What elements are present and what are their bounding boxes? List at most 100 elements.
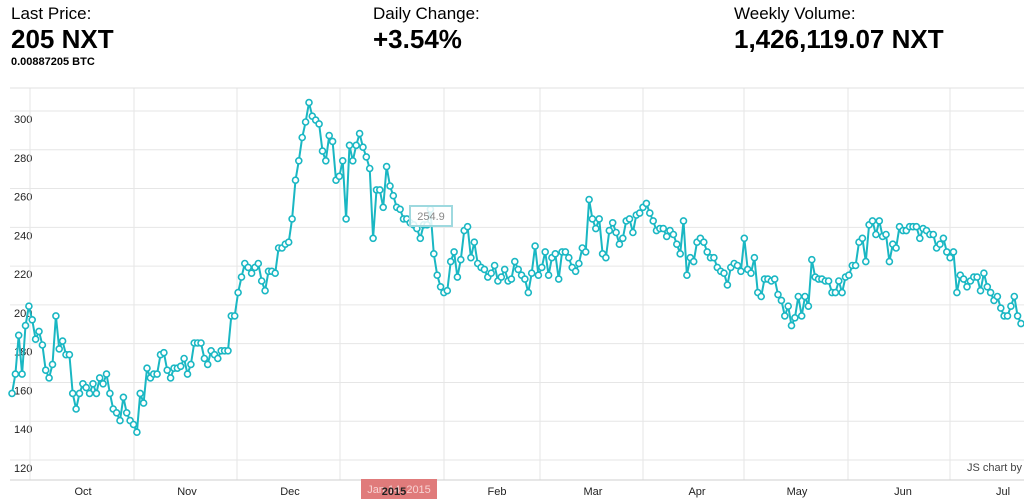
- price-point[interactable]: [615, 240, 624, 248]
- price-point[interactable]: [119, 393, 128, 402]
- price-point[interactable]: [787, 321, 796, 330]
- price-point[interactable]: [429, 250, 438, 258]
- price-point[interactable]: [757, 292, 766, 301]
- price-point[interactable]: [183, 370, 192, 378]
- price-point[interactable]: [58, 337, 67, 345]
- price-point[interactable]: [31, 335, 40, 344]
- price-point[interactable]: [554, 275, 563, 283]
- price-point[interactable]: [777, 296, 786, 305]
- price-point[interactable]: [527, 269, 536, 278]
- price-point[interactable]: [1017, 319, 1024, 328]
- price-point[interactable]: [791, 313, 799, 322]
- price-point[interactable]: [166, 374, 175, 382]
- price-point[interactable]: [369, 234, 377, 243]
- price-point[interactable]: [973, 273, 981, 281]
- price-point[interactable]: [544, 271, 553, 280]
- price-point[interactable]: [507, 275, 516, 283]
- price-point[interactable]: [328, 137, 337, 146]
- price-point[interactable]: [986, 288, 995, 297]
- price-point[interactable]: [936, 240, 944, 248]
- price-point[interactable]: [116, 416, 124, 425]
- price-point[interactable]: [524, 288, 533, 297]
- price-point[interactable]: [436, 282, 445, 291]
- price-point[interactable]: [95, 374, 104, 382]
- price-point[interactable]: [82, 383, 90, 392]
- price-point[interactable]: [797, 312, 806, 320]
- price-point[interactable]: [780, 312, 789, 320]
- price-point[interactable]: [868, 217, 877, 225]
- price-point[interactable]: [737, 267, 745, 276]
- price-point[interactable]: [163, 366, 171, 375]
- price-point[interactable]: [551, 250, 560, 258]
- price-point[interactable]: [382, 162, 391, 171]
- price-point[interactable]: [133, 428, 141, 437]
- price-point[interactable]: [942, 248, 951, 256]
- price-point[interactable]: [774, 290, 782, 299]
- price-point[interactable]: [102, 370, 111, 378]
- price-point[interactable]: [510, 257, 519, 266]
- price-point[interactable]: [335, 172, 344, 181]
- price-point[interactable]: [230, 312, 239, 320]
- price-point[interactable]: [537, 263, 546, 272]
- price-point[interactable]: [703, 248, 712, 256]
- price-point[interactable]: [625, 215, 634, 223]
- price-point[interactable]: [770, 275, 779, 283]
- price-point[interactable]: [689, 257, 698, 266]
- price-point[interactable]: [197, 339, 205, 347]
- price-point[interactable]: [446, 257, 455, 266]
- price-point[interactable]: [122, 408, 131, 417]
- price-point[interactable]: [541, 248, 550, 256]
- price-point[interactable]: [345, 141, 354, 150]
- price-point[interactable]: [588, 215, 597, 223]
- price-point[interactable]: [160, 348, 168, 357]
- price-point[interactable]: [585, 195, 593, 204]
- price-point[interactable]: [929, 230, 938, 239]
- price-point[interactable]: [750, 253, 759, 262]
- price-point[interactable]: [629, 228, 637, 237]
- price-point[interactable]: [740, 234, 749, 243]
- price-point[interactable]: [68, 389, 77, 398]
- price-point[interactable]: [112, 408, 121, 417]
- chart-credit[interactable]: JS chart by: [966, 462, 1022, 474]
- price-point[interactable]: [983, 282, 992, 291]
- price-point[interactable]: [581, 248, 590, 256]
- price-point[interactable]: [912, 222, 921, 231]
- price-point[interactable]: [65, 350, 74, 359]
- price-point[interactable]: [129, 420, 138, 429]
- price-point[interactable]: [976, 286, 985, 295]
- price-point[interactable]: [386, 182, 394, 190]
- price-point[interactable]: [315, 120, 323, 128]
- price-point[interactable]: [362, 153, 371, 161]
- price-point[interactable]: [521, 275, 529, 283]
- price-point[interactable]: [52, 312, 60, 320]
- price-point[interactable]: [571, 267, 580, 276]
- price-point[interactable]: [254, 259, 263, 268]
- price-point[interactable]: [301, 118, 310, 126]
- price-point[interactable]: [342, 215, 350, 223]
- price-point[interactable]: [953, 288, 961, 297]
- price-point[interactable]: [21, 321, 30, 330]
- price-point[interactable]: [939, 234, 948, 243]
- price-point[interactable]: [75, 389, 84, 398]
- price-point[interactable]: [784, 302, 793, 311]
- price-point[interactable]: [176, 362, 185, 371]
- price-point[interactable]: [564, 253, 573, 262]
- price-point[interactable]: [456, 255, 465, 264]
- price-point[interactable]: [467, 253, 475, 262]
- price-point[interactable]: [11, 370, 20, 378]
- price-point[interactable]: [99, 379, 107, 388]
- price-point[interactable]: [963, 282, 971, 291]
- price-point[interactable]: [514, 265, 523, 274]
- price-point[interactable]: [453, 273, 462, 281]
- price-point[interactable]: [450, 248, 458, 256]
- price-point[interactable]: [602, 253, 610, 262]
- price-point[interactable]: [463, 222, 472, 231]
- price-point[interactable]: [355, 129, 364, 138]
- price-point[interactable]: [959, 275, 968, 283]
- price-point[interactable]: [645, 209, 654, 217]
- price-point[interactable]: [143, 364, 151, 373]
- price-point[interactable]: [872, 230, 880, 239]
- price-point[interactable]: [672, 240, 681, 248]
- price-point[interactable]: [284, 238, 293, 246]
- price-point[interactable]: [187, 360, 195, 369]
